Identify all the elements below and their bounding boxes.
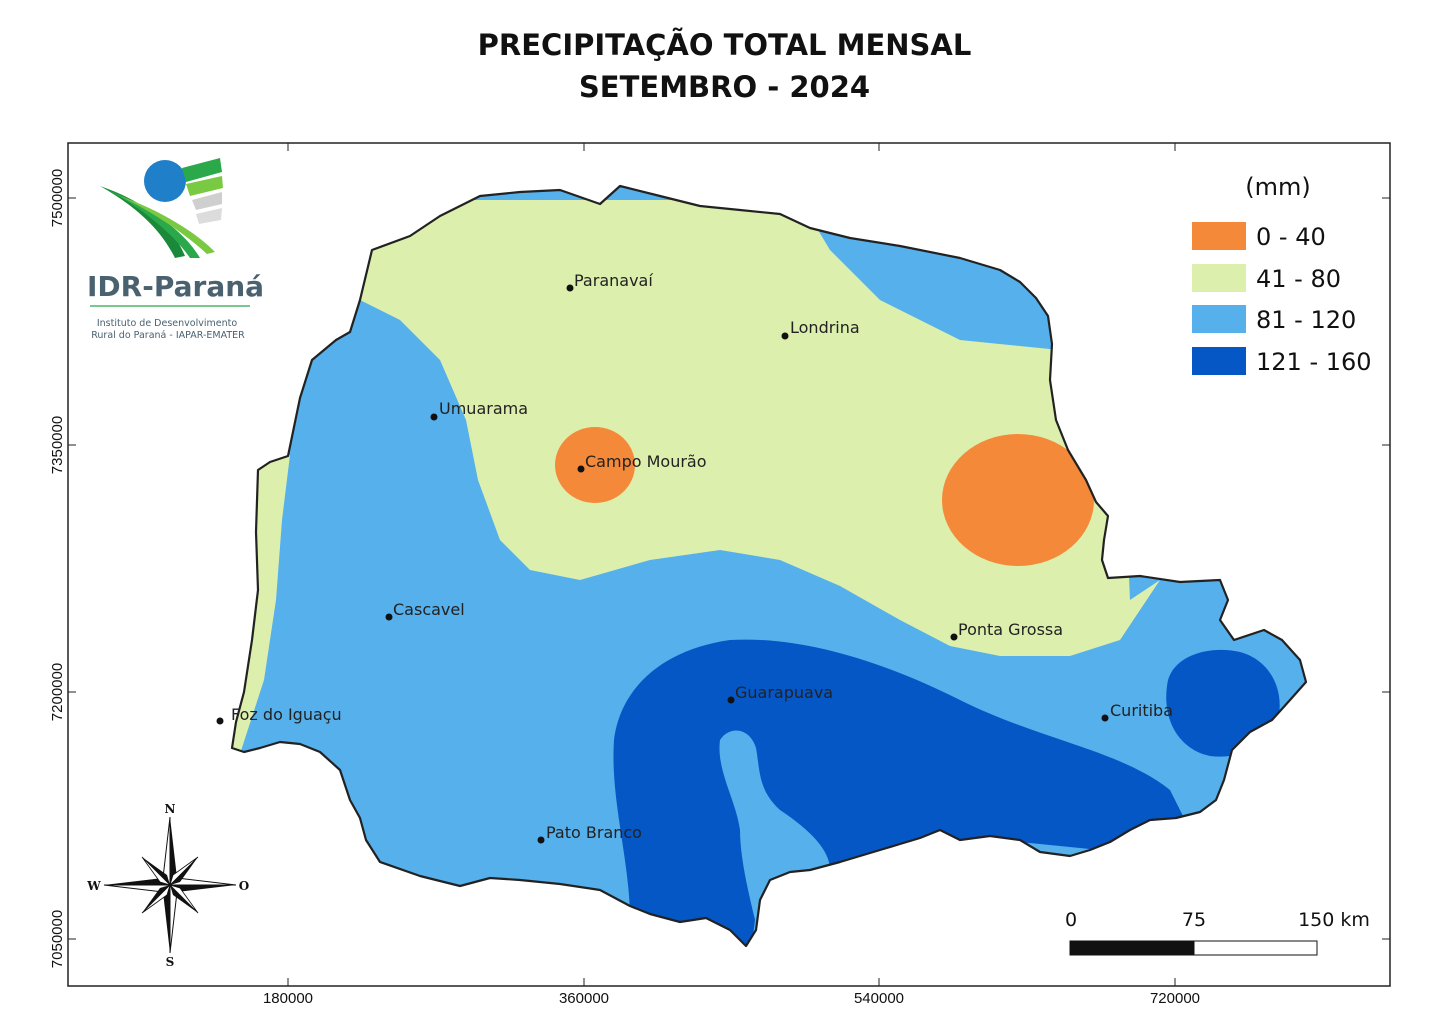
city-curitiba: Curitiba [1101, 701, 1173, 722]
svg-text:Ponta Grossa: Ponta Grossa [958, 620, 1063, 639]
svg-text:720000: 720000 [1150, 990, 1200, 1007]
zone-0-40-east [942, 434, 1094, 566]
svg-text:Curitiba: Curitiba [1110, 701, 1173, 720]
svg-text:Foz do Iguaçu: Foz do Iguaçu [231, 705, 342, 724]
legend: (mm) 0 - 40 41 - 80 81 - 120 121 - 160 [1192, 173, 1372, 376]
svg-text:7500000: 7500000 [49, 169, 66, 227]
legend-label-81-120: 81 - 120 [1256, 306, 1356, 334]
legend-label-41-80: 41 - 80 [1256, 265, 1341, 293]
scale-bar: 0 75 150 km [1065, 909, 1370, 956]
legend-label-121-160: 121 - 160 [1256, 348, 1372, 376]
compass-rose-icon: N S W O [86, 802, 249, 969]
svg-text:O: O [239, 879, 249, 893]
city-guarapuava: Guarapuava [727, 683, 833, 704]
zone-121-160-coast [1166, 649, 1280, 757]
svg-text:N: N [165, 802, 176, 816]
map-title-line2: SETEMBRO - 2024 [578, 70, 871, 104]
svg-text:180000: 180000 [263, 990, 313, 1007]
city-pato-branco: Pato Branco [537, 823, 642, 844]
svg-text:Londrina: Londrina [790, 318, 860, 337]
city-cascavel: Cascavel [385, 600, 465, 621]
svg-text:75: 75 [1182, 909, 1206, 931]
svg-text:Pato Branco: Pato Branco [546, 823, 642, 842]
logo-subtitle-1: Instituto de Desenvolvimento [97, 318, 237, 329]
city-ponta-grossa: Ponta Grossa [950, 620, 1063, 641]
svg-text:Campo Mourão: Campo Mourão [585, 452, 707, 471]
city-paranavai: Paranavaí [566, 271, 653, 292]
legend-swatch-41-80 [1192, 264, 1246, 292]
svg-text:Paranavaí: Paranavaí [574, 271, 653, 290]
svg-text:7200000: 7200000 [49, 663, 66, 721]
idr-parana-logo: IDR-Paraná Instituto de Desenvolvimento … [87, 158, 264, 341]
city-londrina: Londrina [781, 318, 860, 340]
map-title-line1: PRECIPITAÇÃO TOTAL MENSAL [477, 28, 972, 62]
legend-label-0-40: 0 - 40 [1256, 223, 1326, 251]
svg-text:7050000: 7050000 [49, 910, 66, 968]
city-umuarama: Umuarama [430, 399, 528, 421]
legend-swatch-121-160 [1192, 347, 1246, 375]
city-foz-do-iguacu: Foz do Iguaçu [216, 705, 342, 725]
svg-text:W: W [86, 879, 101, 893]
zone-41-80-north [340, 200, 1160, 656]
svg-text:Umuarama: Umuarama [439, 399, 528, 418]
legend-swatch-0-40 [1192, 222, 1246, 250]
y-axis-labels: 7500000 7350000 7200000 7050000 [49, 169, 66, 968]
logo-name: IDR-Paraná [87, 270, 264, 303]
svg-text:540000: 540000 [854, 990, 904, 1007]
svg-text:0: 0 [1065, 909, 1077, 931]
x-axis-labels: 180000 360000 540000 720000 [263, 990, 1200, 1007]
svg-text:Guarapuava: Guarapuava [735, 683, 833, 702]
cities: Paranavaí Londrina Umuarama Campo Mourão… [216, 271, 1173, 844]
svg-text:Cascavel: Cascavel [393, 600, 465, 619]
svg-text:S: S [166, 955, 175, 969]
state-outline [230, 184, 1308, 948]
zone-81-120-inlet [719, 730, 830, 940]
logo-subtitle-2: Rural do Paraná - IAPAR-EMATER [91, 330, 245, 341]
grid-ticks [68, 143, 1390, 986]
legend-unit: (mm) [1245, 173, 1310, 201]
zone-0-40-campo-mourao [555, 427, 635, 503]
legend-swatch-81-120 [1192, 305, 1246, 333]
svg-text:7350000: 7350000 [49, 416, 66, 474]
svg-text:360000: 360000 [559, 990, 609, 1007]
city-campo-mourao: Campo Mourão [577, 452, 707, 473]
svg-text:150 km: 150 km [1298, 909, 1370, 931]
